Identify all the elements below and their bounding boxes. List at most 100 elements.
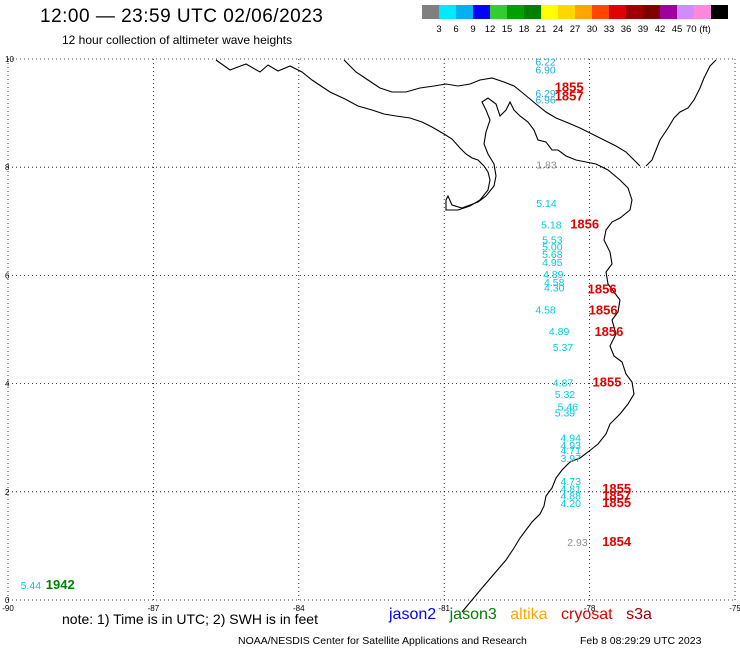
pass-time-label: 1856: [594, 324, 623, 339]
wave-height-label: 4.73: [561, 476, 582, 488]
colorbar: 3 6 9 12 15 18 21 24 27 30 33 36 39 42 45 70 (ft): [422, 5, 728, 35]
wave-height-label: 4.95: [542, 257, 563, 269]
colorbar-swatch: [711, 5, 728, 19]
wave-height-label: 5.18: [541, 219, 562, 231]
y-tick-label: 4: [5, 380, 10, 389]
y-tick-label: 8: [5, 163, 10, 172]
colorbar-swatch: [677, 5, 694, 19]
wave-height-label: 4.89: [549, 326, 570, 338]
pass-time-label: 1855: [602, 481, 631, 496]
wave-height-label: 1.83: [536, 159, 557, 171]
wave-height-label: 4.93: [561, 440, 582, 452]
colorbar-swatch: [422, 5, 439, 19]
colorbar-label: 9: [470, 24, 475, 35]
colorbar-label: 45: [672, 24, 683, 35]
colorbar-label: 70 (ft): [686, 24, 711, 35]
colorbar-label: 15: [502, 24, 513, 35]
colorbar-swatch: [507, 5, 524, 19]
colorbar-label: 27: [570, 24, 581, 35]
wave-height-label: 4.58: [535, 304, 556, 316]
wave-height-label: 5.46: [558, 402, 579, 414]
colorbar-swatch: [439, 5, 456, 19]
x-tick-label: -78: [584, 604, 596, 613]
wave-height-label: 4.71: [561, 445, 582, 457]
colorbar-label: 3: [436, 24, 441, 35]
pass-time-label: 1854: [602, 534, 632, 549]
footer-note: note: 1) Time is in UTC; 2) SWH is in fe…: [62, 611, 318, 627]
coastline: [215, 59, 635, 613]
wave-height-observations: 6.226.90 6.296.96 1.83 5.14 5.18 5.535.005.68…: [21, 56, 588, 592]
axis-tick-labels: -90 -87 -84 -81 -78 -75 0 2 4 6 8 10: [2, 55, 740, 613]
x-tick-label: -87: [148, 604, 160, 613]
colorbar-label: 42: [655, 24, 666, 35]
wave-height-label: 4.30: [544, 283, 565, 295]
pass-time-label: 1855: [602, 495, 631, 510]
wave-height-label: 5.14: [536, 198, 557, 210]
colorbar-label: 18: [519, 24, 530, 35]
colorbar-swatch: [592, 5, 609, 19]
colorbar-swatch: [626, 5, 643, 19]
colorbar-label: 24: [553, 24, 564, 35]
pass-time-label: 1856: [589, 302, 618, 317]
wave-height-label: 4.58: [544, 277, 565, 289]
pass-time-label: 1857: [555, 89, 584, 104]
legend-cryosat: cryosat: [561, 606, 613, 623]
colorbar-swatch: [694, 5, 711, 19]
pass-time-label: 1855: [555, 79, 584, 94]
wave-height-label: 4.87: [553, 377, 574, 389]
colorbar-swatch: [456, 5, 473, 19]
wave-height-label: 6.29: [535, 88, 556, 100]
wave-height-label: 4.89: [543, 269, 564, 281]
legend-jason2: jason2: [389, 606, 437, 623]
satellite-pass-times: 1855185718561856185618561855185518571855…: [46, 79, 632, 592]
wave-height-label: 6.22: [535, 56, 556, 68]
colorbar-swatch: [643, 5, 660, 19]
wave-height-label: 5.00: [542, 242, 563, 254]
wave-height-label: 5.53: [542, 234, 563, 246]
colorbar-label: 36: [621, 24, 632, 35]
wave-height-label: 6.90: [535, 65, 556, 77]
wave-height-label: 4.81: [561, 483, 582, 495]
grid-lines: [7, 58, 736, 601]
colorbar-label: 21: [536, 24, 547, 35]
pass-time-label: 1856: [588, 281, 617, 296]
wave-height-label: 5.32: [555, 389, 576, 401]
colorbar-swatch: [575, 5, 592, 19]
x-tick-label: -81: [438, 604, 450, 613]
wave-height-label: 5.39: [555, 408, 576, 420]
colorbar-swatch: [558, 5, 575, 19]
wave-height-label: 3.97: [561, 453, 582, 465]
page-title: 12:00 — 23:59 UTC 02/06/2023: [40, 6, 324, 27]
legend-s3a: s3a: [626, 606, 652, 623]
colorbar-swatch: [541, 5, 558, 19]
legend-altika: altika: [510, 606, 548, 623]
pass-time-label: 1855: [593, 374, 622, 389]
x-tick-label: -84: [293, 604, 305, 613]
wave-height-label: 6.96: [535, 94, 556, 106]
coastline-caribbean: [343, 59, 717, 167]
colorbar-label: 12: [485, 24, 496, 35]
colorbar-swatch: [609, 5, 626, 19]
y-tick-label: 0: [5, 596, 10, 605]
y-tick-label: 10: [5, 55, 14, 64]
pass-time-label: 1857: [602, 488, 631, 503]
wave-height-label: 5.37: [553, 342, 574, 354]
wave-height-label: 5.44: [21, 580, 42, 592]
y-tick-label: 2: [5, 488, 10, 497]
pass-time-label: 1942: [46, 577, 75, 592]
wave-height-label: 2.93: [567, 537, 588, 549]
satellite-legend: jason2 jason3 altika cryosat s3a: [389, 606, 661, 624]
colorbar-swatch: [524, 5, 541, 19]
colorbar-label: 33: [604, 24, 615, 35]
colorbar-label: 39: [638, 24, 649, 35]
legend-jason3: jason3: [449, 606, 497, 623]
colorbar-swatch: [490, 5, 507, 19]
wave-height-label: 4.88: [561, 490, 582, 502]
y-tick-label: 6: [5, 271, 10, 280]
generated-timestamp: Feb 8 08:29:29 UTC 2023: [580, 635, 702, 647]
x-tick-label: -75: [729, 604, 740, 613]
wave-height-label: 4.20: [561, 498, 582, 510]
x-tick-label: -90: [2, 604, 14, 613]
wave-height-label: 4.94: [561, 432, 582, 444]
